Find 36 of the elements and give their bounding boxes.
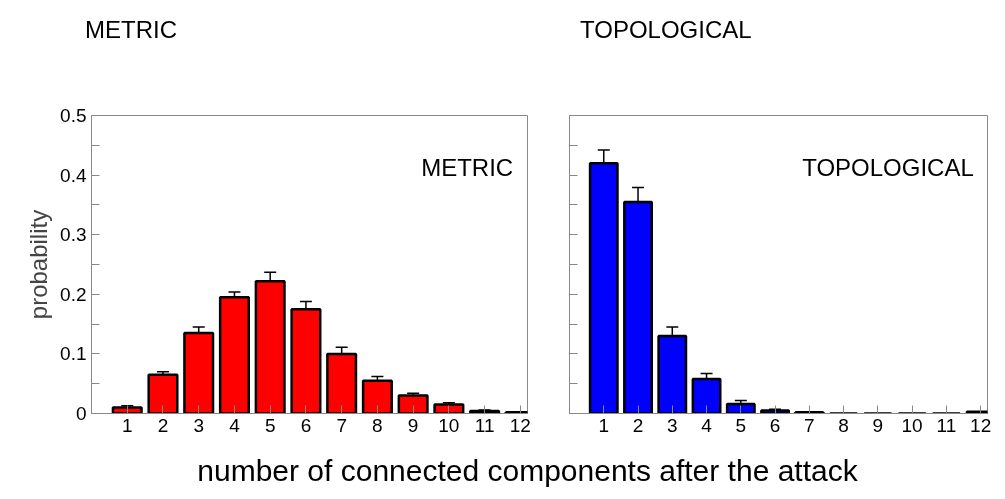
x-axis-title: number of connected components after the attack bbox=[197, 453, 858, 489]
y-tick-label: 0.5 bbox=[60, 105, 87, 126]
y-tick-label: 0.3 bbox=[60, 224, 87, 246]
x-tick-label: 2 bbox=[157, 414, 169, 436]
x-tick-label: 3 bbox=[193, 414, 205, 436]
x-tick-label: 4 bbox=[701, 414, 713, 436]
y-axis-title: probability bbox=[25, 209, 53, 320]
x-tick-label: 1 bbox=[121, 414, 133, 436]
x-tick-label: 4 bbox=[229, 414, 241, 436]
x-tick-label: 1 bbox=[598, 414, 610, 436]
annotation: TOPOLOGICAL bbox=[802, 154, 974, 182]
x-tick-label: 5 bbox=[735, 414, 747, 436]
y-tick-label: 0 bbox=[75, 403, 87, 424]
x-tick-label: 5 bbox=[264, 414, 276, 436]
y-tick-label: 0.1 bbox=[60, 343, 87, 365]
y-tick-label: 0.4 bbox=[60, 164, 87, 186]
x-tick-label: 10 bbox=[438, 414, 460, 436]
x-tick-label: 8 bbox=[372, 414, 383, 436]
x-tick-label: 10 bbox=[901, 414, 923, 436]
x-tick-label: 8 bbox=[838, 414, 849, 436]
x-tick-label: 3 bbox=[667, 414, 678, 436]
annotation: METRIC bbox=[421, 154, 514, 182]
x-tick-label: 12 bbox=[509, 414, 531, 436]
x-tick-label: 2 bbox=[632, 414, 644, 436]
chart-title: TOPOLOGICAL bbox=[580, 15, 752, 45]
x-tick-label: 6 bbox=[300, 414, 312, 436]
x-tick-label: 7 bbox=[804, 414, 815, 436]
x-tick-label: 9 bbox=[407, 414, 419, 436]
x-tick-label: 9 bbox=[872, 414, 884, 436]
x-tick-label: 11 bbox=[936, 414, 957, 436]
chart-title: METRIC bbox=[85, 15, 177, 45]
x-tick-label: 12 bbox=[970, 414, 992, 436]
y-tick-label: 0.2 bbox=[60, 283, 87, 305]
x-tick-label: 11 bbox=[474, 414, 495, 436]
x-tick-label: 6 bbox=[769, 414, 781, 436]
x-tick-label: 7 bbox=[336, 414, 347, 436]
